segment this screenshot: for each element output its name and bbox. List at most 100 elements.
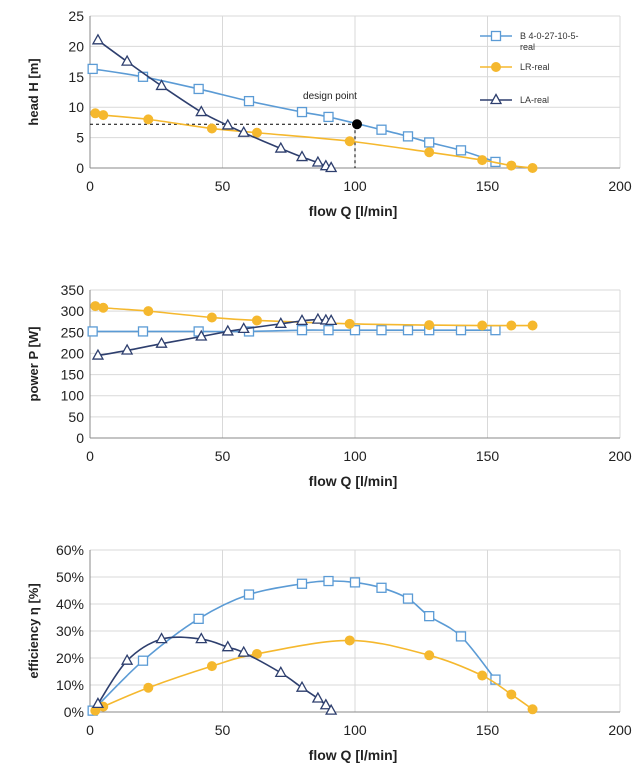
data-point [87, 326, 98, 337]
data-point [344, 635, 355, 646]
legend-entry-B: B 4-0-27-10-5-real [480, 30, 579, 52]
x-axis-label: flow Q [l/min] [309, 203, 398, 219]
chart-panel-1: 0 5 10 15 20 25 0 50 100 150 200 flow Q [l/min] head… [26, 8, 632, 219]
data-point [527, 704, 538, 715]
chart-panel-3: 0% 10% 20% 30% 40% 50% 60% 0 50 100 150 200 flow Q [… [26, 542, 632, 763]
y-tick-label: 300 [61, 303, 85, 319]
data-point [424, 320, 435, 331]
data-point [221, 640, 234, 652]
y-tick-label: 250 [61, 324, 85, 340]
y-tick-label: 0 [76, 160, 84, 176]
x-tick-label: 200 [608, 722, 632, 738]
data-point [137, 655, 149, 666]
data-point [477, 155, 488, 166]
series-B-3 [87, 575, 501, 716]
data-point [424, 650, 435, 661]
x-tick-label: 0 [86, 178, 94, 194]
legend-entry-LA: LA-real [480, 93, 549, 105]
y-axis-label: power P [W] [26, 327, 41, 402]
legend-label: LA-real [520, 95, 549, 105]
data-point [455, 325, 467, 336]
series-B-2 [87, 325, 501, 337]
data-point [143, 114, 154, 125]
series-LA-1 [91, 33, 338, 173]
series-line [95, 112, 533, 169]
data-point [90, 301, 101, 312]
data-point [344, 136, 355, 147]
data-point [295, 150, 309, 162]
x-tick-label: 100 [343, 178, 367, 194]
data-point [143, 306, 154, 317]
data-point [424, 137, 435, 148]
data-point [195, 632, 208, 644]
series-line [97, 39, 332, 169]
data-point [251, 127, 262, 138]
series-LA-3 [91, 632, 338, 715]
series-LR-3 [90, 635, 538, 716]
data-point [325, 161, 338, 173]
data-point [344, 318, 355, 329]
x-tick-label: 0 [86, 448, 94, 464]
data-point [402, 131, 414, 142]
legend-label: LR-real [520, 62, 550, 72]
data-point [237, 125, 250, 137]
data-point [87, 63, 98, 75]
x-axis-label: flow Q [l/min] [309, 747, 398, 763]
data-point [402, 593, 414, 604]
legend-label: B 4-0-27-10-5-real [520, 31, 579, 52]
x-tick-label: 200 [608, 448, 632, 464]
data-point [490, 325, 501, 336]
data-point [120, 343, 134, 355]
series-LR-1 [90, 108, 538, 173]
data-point [195, 105, 208, 117]
data-point [402, 325, 414, 336]
data-point [274, 316, 287, 328]
data-point [311, 691, 325, 703]
y-tick-label: 0% [64, 704, 84, 720]
data-point [91, 348, 105, 360]
data-point [237, 645, 250, 657]
y-tick-label: 60% [56, 542, 84, 558]
data-point [206, 123, 217, 134]
series-line [92, 329, 496, 333]
data-point [251, 315, 262, 326]
data-point [243, 589, 255, 600]
data-point [506, 320, 517, 331]
data-point [325, 703, 338, 715]
legend-marker [491, 62, 501, 72]
data-point [506, 689, 517, 700]
data-point [137, 326, 149, 337]
x-tick-label: 50 [215, 722, 231, 738]
design-point-marker [352, 119, 362, 130]
x-tick-label: 0 [86, 722, 94, 738]
data-point [527, 163, 538, 173]
data-point [206, 661, 217, 672]
data-point [311, 312, 325, 324]
data-point [221, 324, 234, 336]
data-point [274, 666, 287, 677]
data-point [155, 79, 168, 91]
data-point [424, 147, 435, 158]
x-tick-label: 150 [476, 448, 500, 464]
data-point [91, 697, 105, 709]
data-point [243, 95, 255, 107]
data-point [323, 575, 334, 587]
data-point [295, 680, 309, 692]
series-line [97, 636, 332, 712]
data-point [143, 682, 154, 693]
data-point [455, 145, 467, 156]
y-tick-label: 10 [68, 99, 84, 115]
data-point [120, 653, 134, 665]
y-tick-label: 350 [61, 282, 85, 298]
series-LR-2 [90, 301, 538, 331]
x-tick-label: 50 [215, 178, 231, 194]
data-point [91, 33, 105, 45]
y-tick-label: 50 [68, 409, 84, 425]
legend-entry-LR: LR-real [480, 62, 550, 72]
y-tick-label: 20% [56, 650, 84, 666]
y-tick-label: 150 [61, 367, 85, 383]
data-point [193, 613, 204, 624]
x-tick-label: 50 [215, 448, 231, 464]
data-point [98, 302, 109, 313]
data-point [506, 160, 517, 171]
